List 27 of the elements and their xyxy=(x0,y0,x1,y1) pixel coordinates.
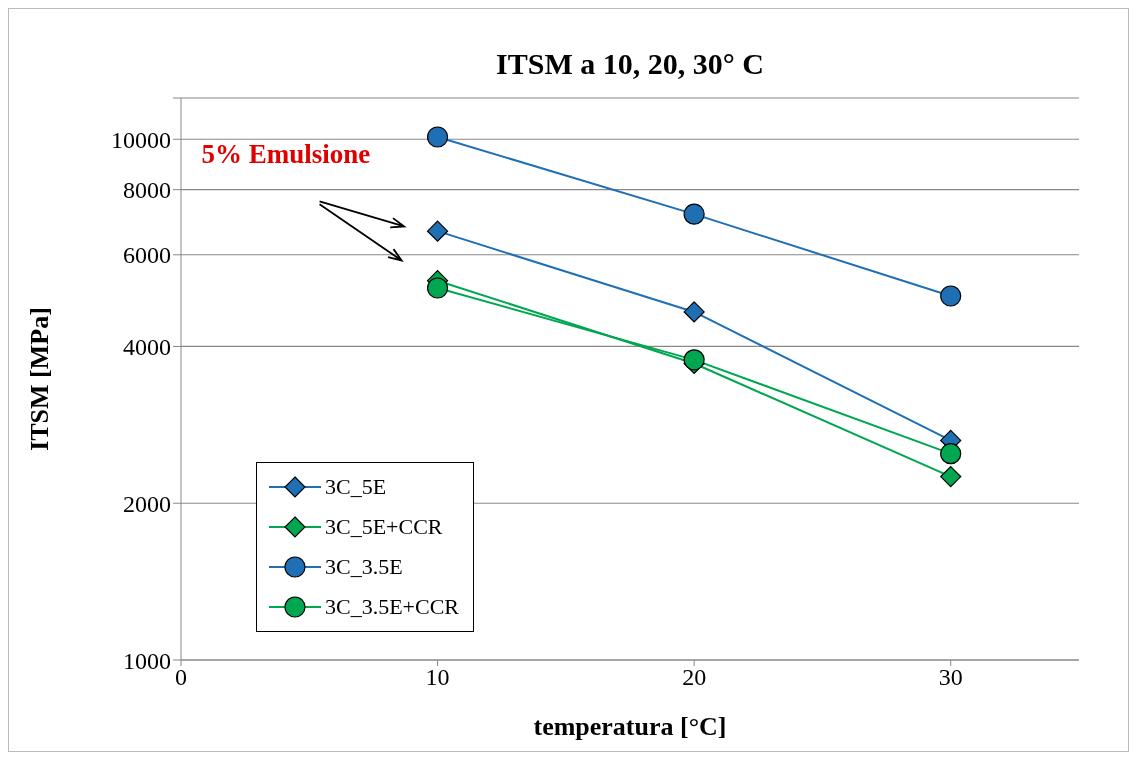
y-tick-label: 4000 xyxy=(123,333,171,360)
y-tick-label: 2000 xyxy=(123,490,171,517)
point xyxy=(683,349,705,371)
x-tick-label: 20 xyxy=(682,664,707,691)
point xyxy=(683,203,705,225)
legend-label: 3C_3.5E xyxy=(325,554,403,580)
y-tick-label: 8000 xyxy=(123,177,171,204)
y-tick-label: 1000 xyxy=(123,647,171,674)
y-tick-label: 10000 xyxy=(111,126,171,153)
point xyxy=(940,466,962,488)
legend-label: 3C_5E+CCR xyxy=(325,514,443,540)
x-tick-label: 10 xyxy=(425,664,450,691)
point xyxy=(940,285,962,307)
point xyxy=(426,126,449,148)
x-axis-title: temperatura [°C] xyxy=(533,712,727,741)
annotation: 5% Emulsione xyxy=(201,139,371,170)
x-tick-label: 0 xyxy=(175,664,187,691)
legend-label: 3C_3.5E+CCR xyxy=(325,594,460,620)
point xyxy=(426,220,449,242)
point xyxy=(426,277,449,299)
point xyxy=(940,443,962,465)
point xyxy=(683,301,705,323)
y-tick-label: 6000 xyxy=(123,242,171,269)
x-tick-label: 30 xyxy=(938,664,963,691)
chart-title: ITSM a 10, 20, 30° C xyxy=(495,47,765,81)
y-axis-title: ITSM [MPa] xyxy=(25,307,55,451)
legend-label: 3C_5E xyxy=(325,474,387,500)
